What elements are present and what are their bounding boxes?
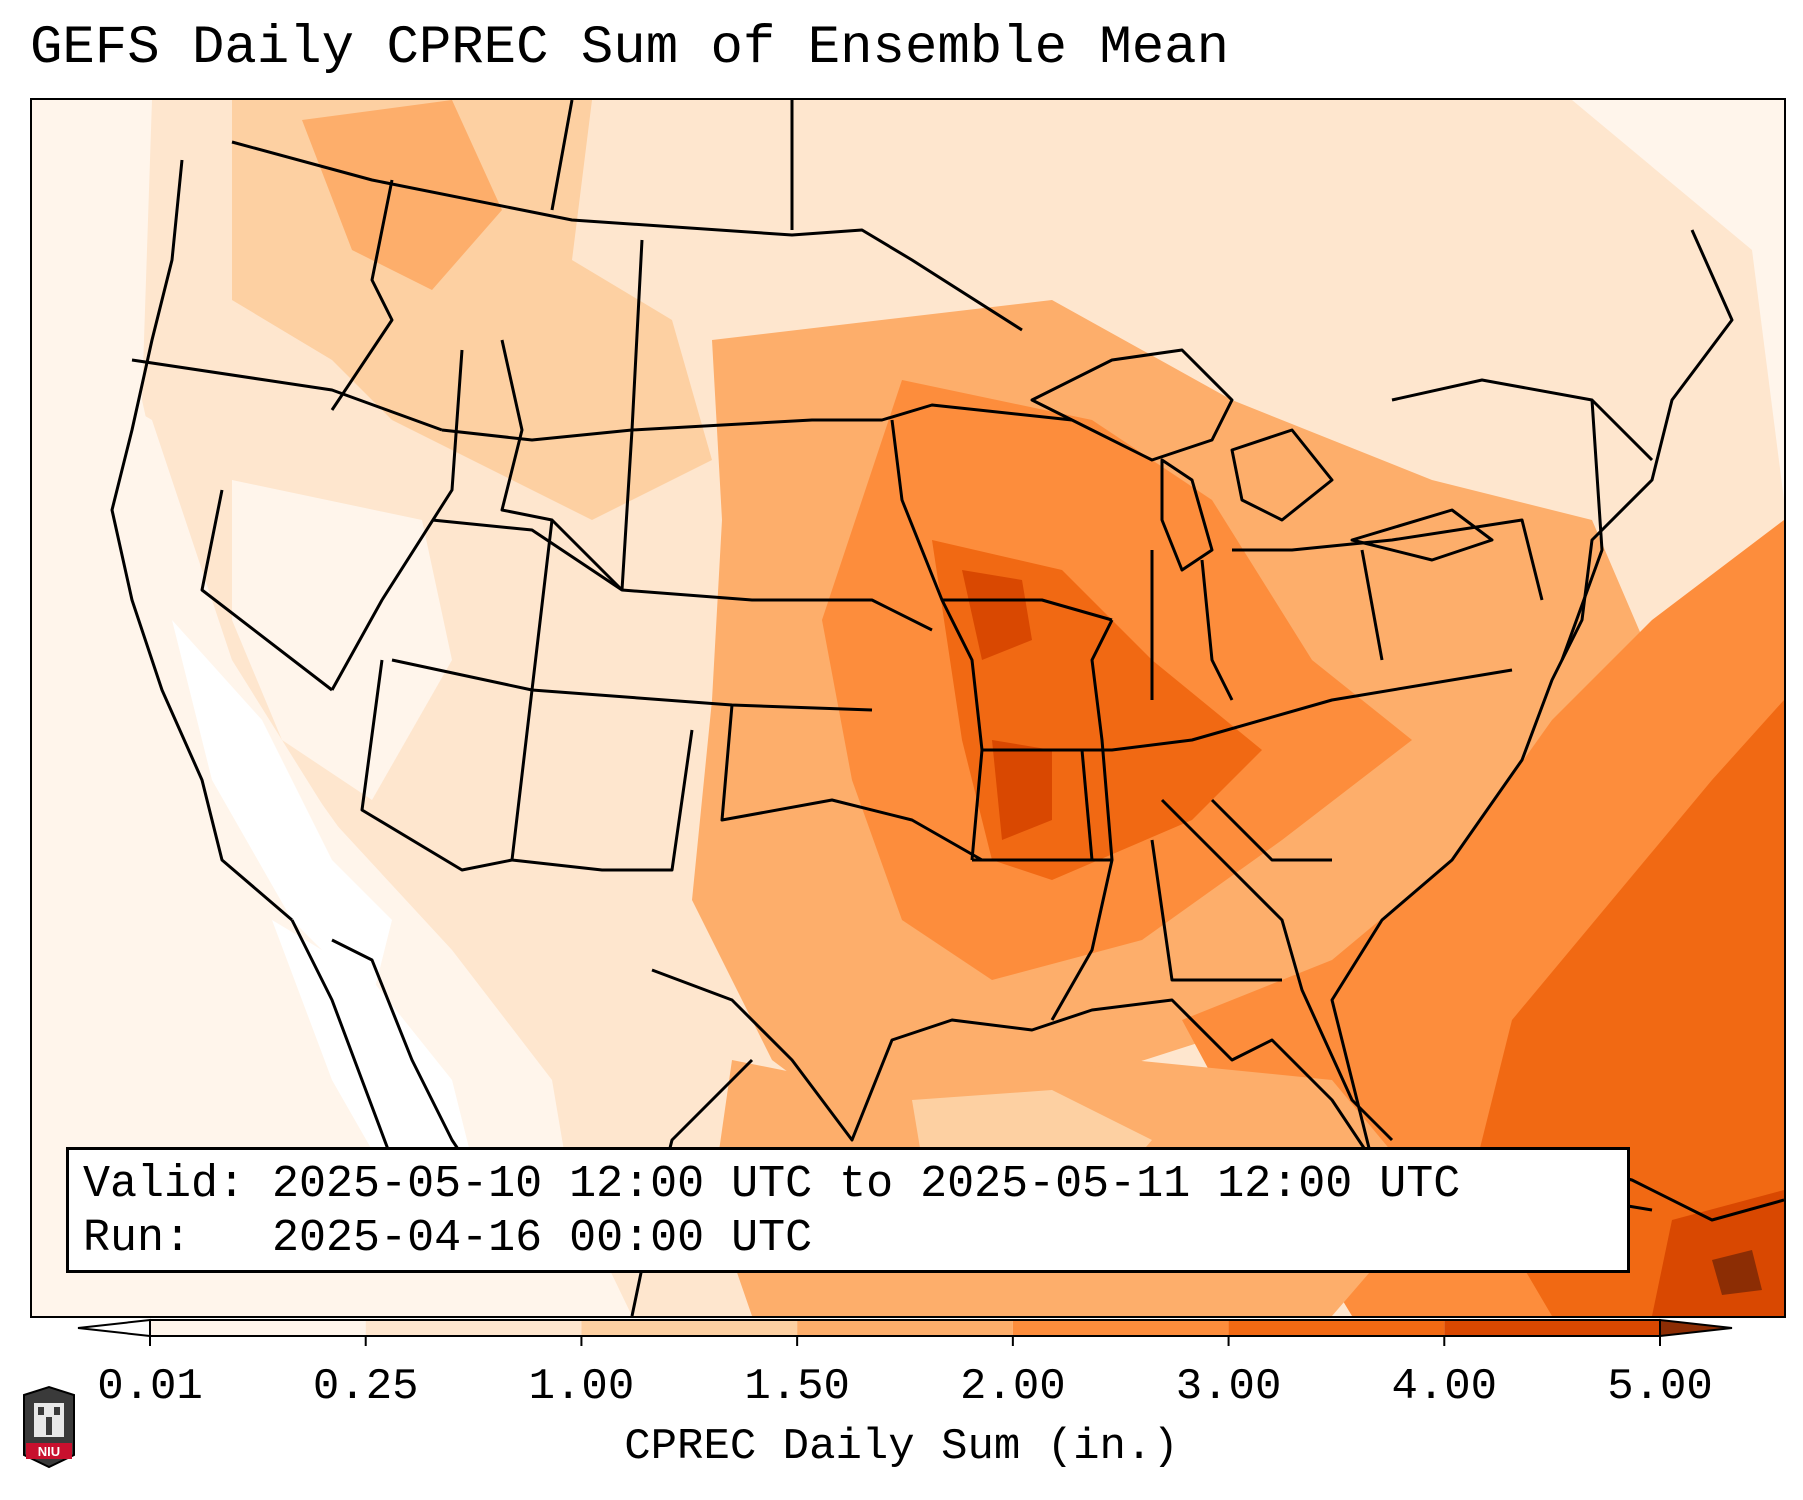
colorbar-segment	[1228, 1320, 1445, 1336]
logo-text: NIU	[38, 1444, 60, 1459]
colorbar-segment	[365, 1320, 582, 1336]
map-title: GEFS Daily CPREC Sum of Ensemble Mean	[30, 18, 1229, 79]
colorbar-tick-label: 0.01	[97, 1362, 203, 1412]
colorbar-outline	[149, 1319, 1661, 1337]
colorbar-under-arrow	[77, 1318, 151, 1338]
colorbar-segment	[1444, 1320, 1660, 1336]
run-label: Run:	[83, 1213, 192, 1264]
colorbar-over-arrow	[1659, 1318, 1733, 1338]
colorbar-tick-label: 4.00	[1391, 1362, 1498, 1412]
colorbar-tick-label: 1.50	[744, 1362, 850, 1412]
niu-logo: NIU	[23, 1385, 75, 1469]
colorbar-label: CPREC Daily Sum (in.)	[624, 1422, 1179, 1472]
valid-row: Valid: 2025-05-10 12:00 UTC to 2025-05-1…	[83, 1158, 1613, 1212]
valid-run-info-box: Valid: 2025-05-10 12:00 UTC to 2025-05-1…	[66, 1147, 1630, 1273]
precip-map	[30, 98, 1786, 1318]
colorbar-segment	[797, 1320, 1013, 1336]
state-boundaries	[110, 100, 1784, 1316]
colorbar-tick-label: 3.00	[1175, 1362, 1282, 1412]
colorbar	[77, 1318, 1733, 1346]
colorbar-tick-label: 5.00	[1607, 1362, 1713, 1412]
precip-field	[32, 100, 1784, 1316]
colorbar-segment	[150, 1320, 366, 1336]
colorbar-segment	[581, 1320, 798, 1336]
colorbar-tick-label: 0.25	[312, 1362, 419, 1412]
colorbar-segment	[1012, 1320, 1229, 1336]
valid-label: Valid:	[83, 1159, 246, 1210]
colorbar-tick-label: 1.00	[528, 1362, 635, 1412]
valid-value: 2025-05-10 12:00 UTC to 2025-05-11 12:00…	[272, 1159, 1461, 1210]
run-value: 2025-04-16 00:00 UTC	[272, 1213, 813, 1264]
run-row: Run: 2025-04-16 00:00 UTC	[83, 1212, 1613, 1266]
colorbar-tick-label: 2.00	[960, 1362, 1066, 1412]
